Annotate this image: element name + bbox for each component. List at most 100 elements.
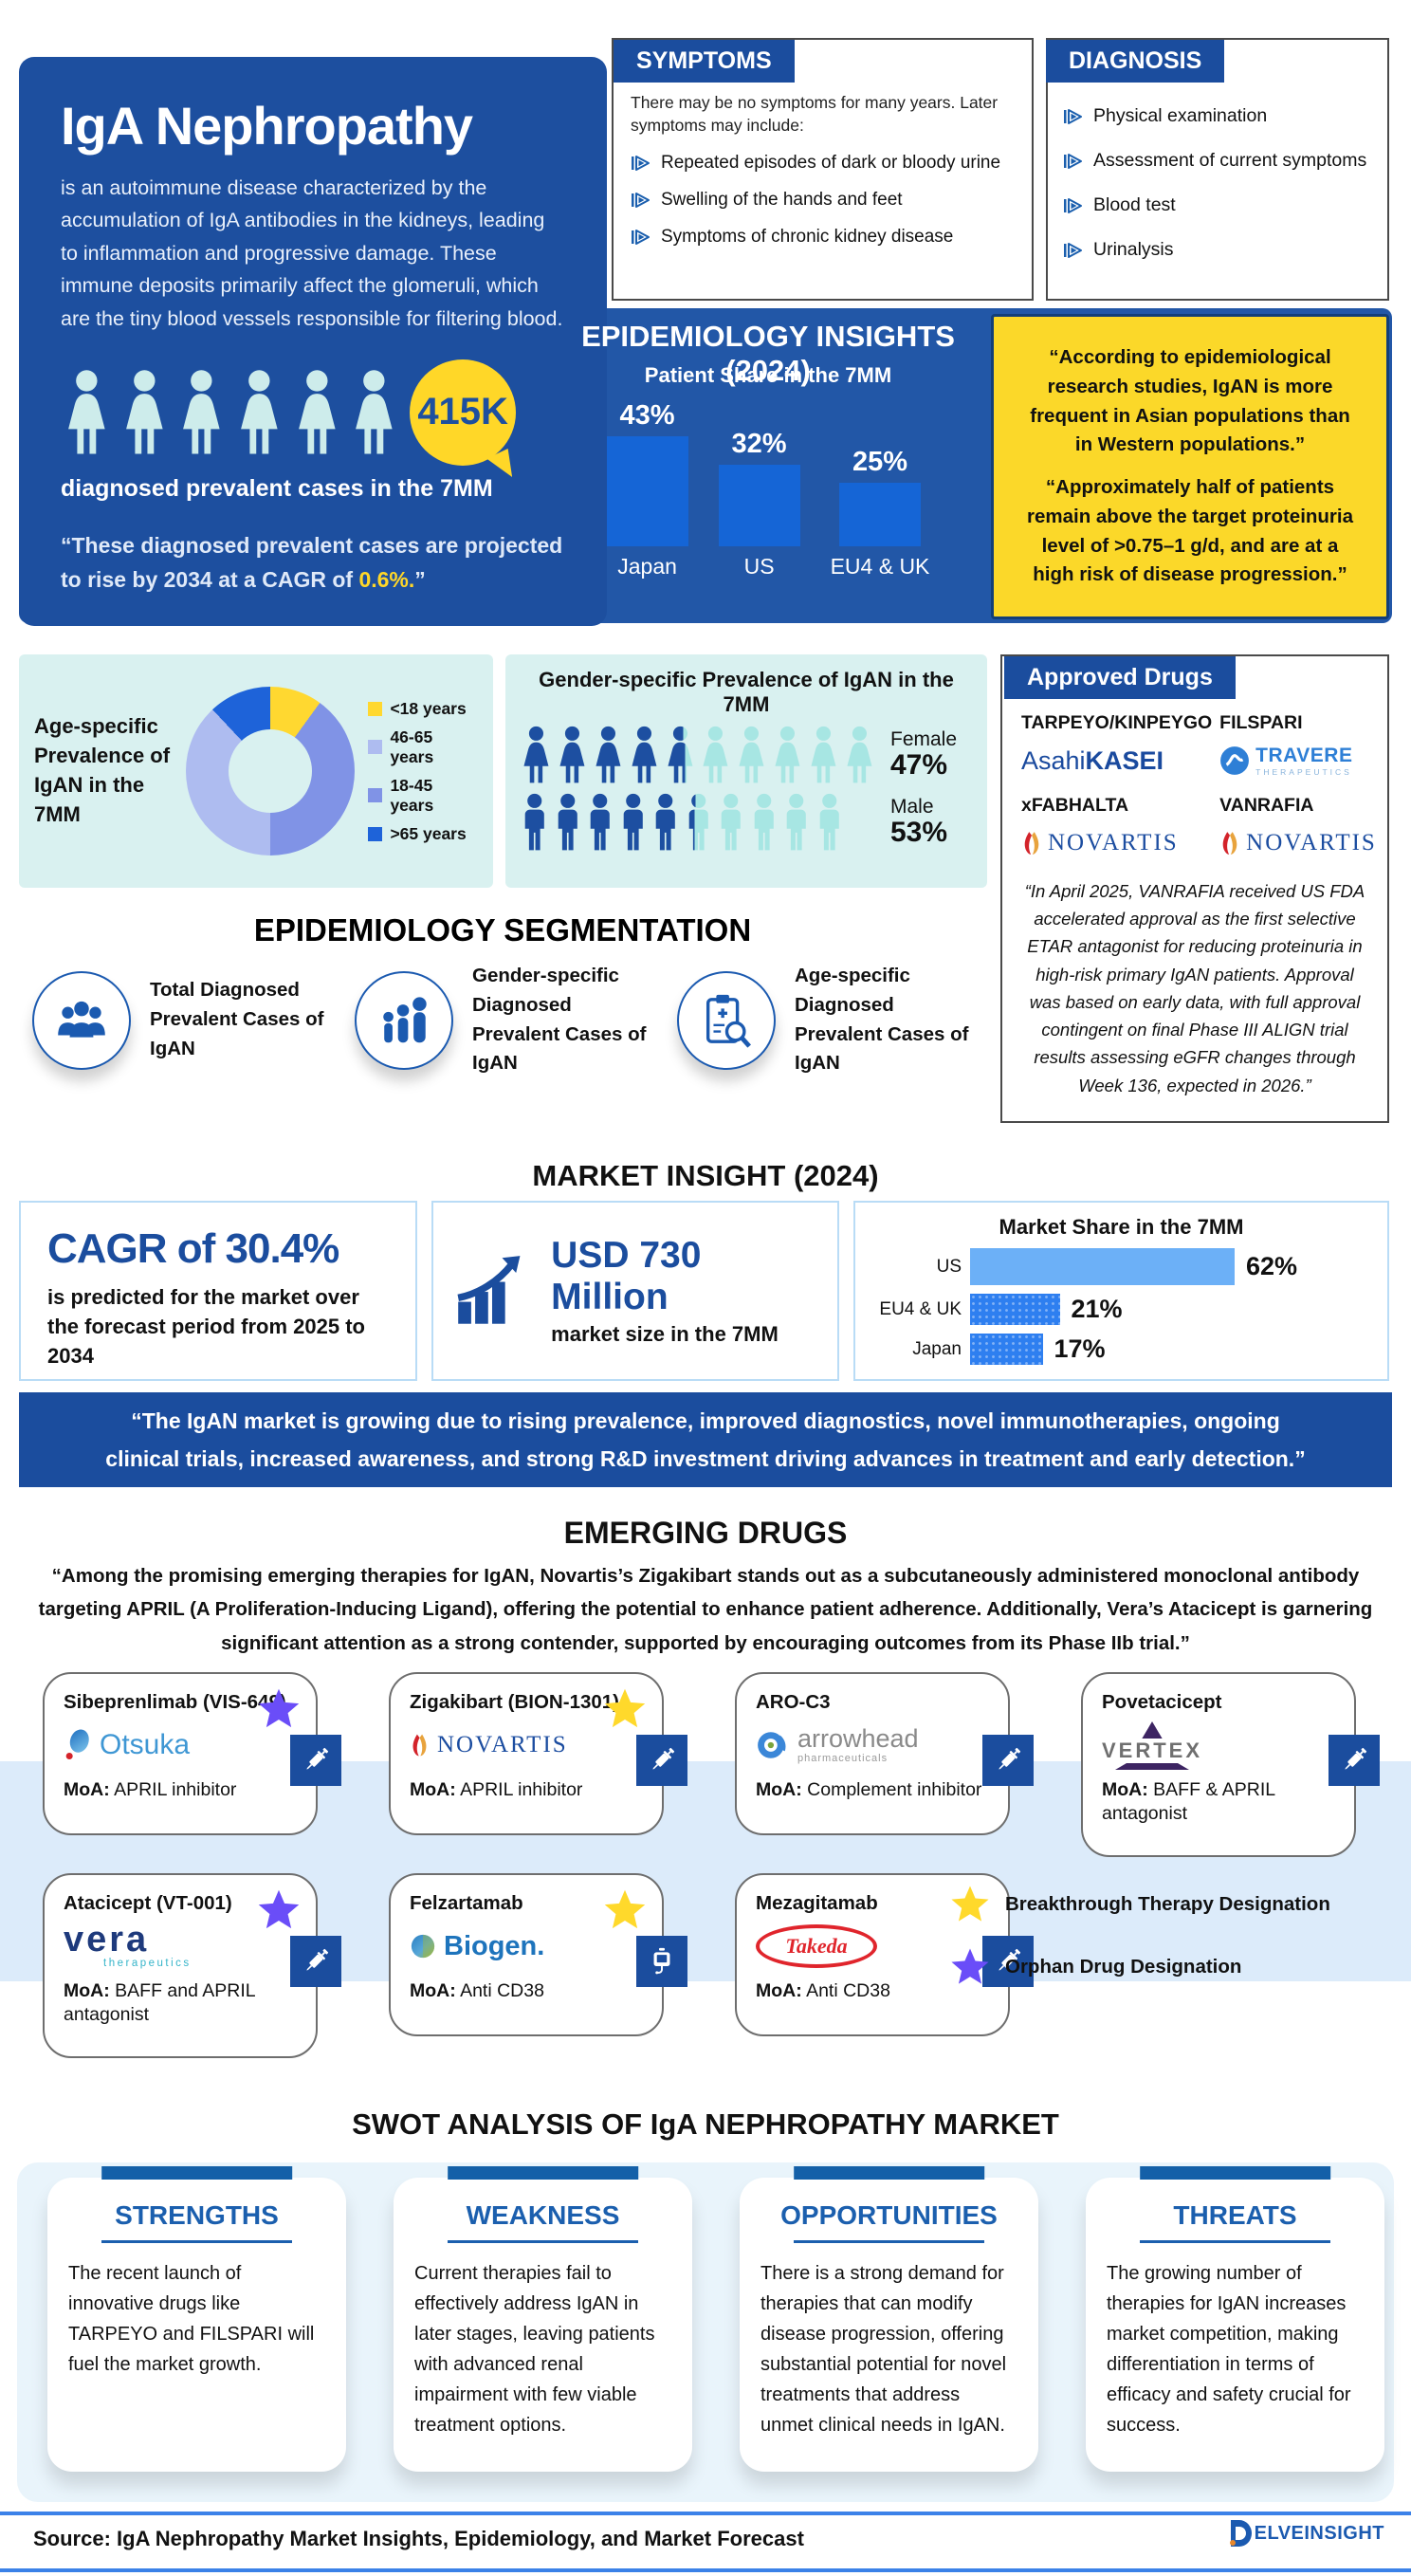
orphan-star-icon xyxy=(951,1948,989,1984)
designation-legend: Breakthrough Therapy Designation Orphan … xyxy=(948,1883,1330,1989)
age-donut-chart xyxy=(186,687,356,856)
vera-logo: vera therapeutics xyxy=(64,1919,192,1969)
novartis-flame-icon xyxy=(1024,832,1039,855)
market-share-row-japan: Japan 17% xyxy=(912,1334,1106,1365)
novartis-flame-icon xyxy=(412,1734,427,1757)
arrowhead-icon xyxy=(758,1732,786,1758)
bar-eu4-uk: 25% EU4 & UK xyxy=(830,446,930,580)
segmentation-title: EPIDEMIOLOGY SEGMENTATION xyxy=(253,912,752,948)
bar-japan: 43% Japan xyxy=(606,394,688,580)
approved-drugs-panel: Approved Drugs TARPEYO/KINPEYGO AsahiKAS… xyxy=(1000,654,1389,1123)
growth-chart-icon xyxy=(457,1256,521,1324)
bar xyxy=(970,1248,1235,1285)
market-size-card: USD 730 Million market size in the 7MM xyxy=(431,1201,839,1381)
callout-bubble: 415K xyxy=(410,359,517,466)
prevalent-cases-value: 415K xyxy=(417,391,508,433)
gender-chart-title: Gender-specific Prevalence of IgAN in th… xyxy=(539,668,954,716)
takeda-logo: Takeda xyxy=(756,1921,989,1972)
swot-strengths-card: STRENGTHS The recent launch of innovativ… xyxy=(47,2178,346,2472)
market-share-row-eu4-uk: EU4 & UK 21% xyxy=(879,1294,1123,1325)
patient-share-chart: Patient Share in the 7MM 43% Japan 32% U… xyxy=(555,363,981,616)
male-icons xyxy=(519,793,890,852)
list-item: Swelling of the hands and feet xyxy=(631,190,1015,211)
approved-drug: VANRAFIA NOVARTIS xyxy=(1219,795,1377,862)
list-item: Urinalysis xyxy=(1063,239,1372,261)
list-item: Blood test xyxy=(1063,194,1372,216)
legend-swatch xyxy=(368,826,383,841)
otsuka-logo: Otsuka xyxy=(64,1720,297,1771)
syringe-icon xyxy=(306,1948,329,1971)
age-legend: <18 years 46-65 years 18-45 years >65 ye… xyxy=(368,699,478,844)
biogen-sphere-icon xyxy=(411,1934,435,1959)
market-share-row-us: US 62% xyxy=(874,1248,1368,1285)
breakthrough-star-icon xyxy=(604,1889,646,1929)
bar xyxy=(606,435,688,546)
gender-prevalence-card: Gender-specific Prevalence of IgAN in th… xyxy=(505,654,987,888)
epidemiology-title: EPIDEMIOLOGY INSIGHTS (2024) xyxy=(581,320,955,387)
bar xyxy=(838,482,921,546)
swot-threats-card: THREATS The growing number of therapies … xyxy=(1086,2178,1384,2472)
delveinsight-d-icon xyxy=(1229,2520,1252,2547)
title-card: IgA Nephropathy is an autoimmune disease… xyxy=(19,57,607,626)
segmentation-item: Age-specific Diagnosed Prevalent Cases o… xyxy=(664,962,986,1078)
market-insight-title: MARKET INSIGHT (2024) xyxy=(532,1159,879,1192)
cagr-highlight: 0.6%. xyxy=(358,566,415,592)
legend-swatch xyxy=(368,740,383,754)
swot-title: SWOT ANALYSIS OF IgA NEPHROPATHY MARKET xyxy=(352,2107,1059,2141)
quote: “According to epidemiological research s… xyxy=(1030,346,1350,456)
female-label: Female xyxy=(890,728,958,751)
syringe-icon xyxy=(999,1747,1021,1770)
disease-description: is an autoimmune disease characterized b… xyxy=(61,176,563,330)
market-size-value: USD 730 Million xyxy=(551,1235,702,1317)
otsuka-icon xyxy=(65,1729,89,1759)
diagnosis-header: DIAGNOSIS xyxy=(1046,40,1225,83)
list-item: Physical examination xyxy=(1063,105,1372,127)
divider xyxy=(0,2512,1411,2515)
syringe-icon xyxy=(306,1747,329,1770)
segmentation-row: Total Diagnosed Prevalent Cases of IgAN … xyxy=(19,962,986,1078)
symptoms-intro: There may be no symptoms for many years.… xyxy=(631,93,999,135)
age-chart-title: Age-specific Prevalence of IgAN in the 7… xyxy=(34,714,171,826)
drug-card-atacicept: Atacicept (VT-001) vera therapeutics MoA:… xyxy=(43,1873,341,2058)
arrow-bullet-icon xyxy=(1064,242,1082,258)
legend-item: Breakthrough Therapy Designation xyxy=(948,1883,1330,1926)
orphan-star-icon xyxy=(258,1688,300,1728)
market-size-label: market size in the 7MM xyxy=(551,1322,779,1346)
biogen-logo: Biogen. xyxy=(410,1921,643,1972)
swot-weakness-card: WEAKNESS Current therapies fail to effec… xyxy=(394,2178,692,2472)
market-growth-banner: “The IgAN market is growing due to risin… xyxy=(19,1392,1392,1487)
legend-item: 46-65 years xyxy=(368,727,478,767)
approved-drug: xFABHALTA NOVARTIS xyxy=(1021,795,1212,862)
segmentation-item: Total Diagnosed Prevalent Cases of IgAN xyxy=(19,962,341,1078)
vertex-triangle-icon xyxy=(1142,1720,1163,1739)
prevalence-pictogram: 415K xyxy=(61,359,565,466)
travere-logo: TRAVERE THERAPEUTICS xyxy=(1219,742,1377,780)
orphan-star-icon xyxy=(258,1889,300,1929)
legend-item: Orphan Drug Designation xyxy=(948,1945,1330,1989)
cagr-value: CAGR of 30.4% xyxy=(47,1225,339,1272)
arrow-bullet-icon xyxy=(632,230,650,246)
male-row: Male 53% xyxy=(519,793,974,852)
arrow-bullet-icon xyxy=(632,193,650,209)
market-share-card: Market Share in the 7MM US 62% EU4 & UK … xyxy=(853,1201,1389,1381)
emerging-drugs-title: EMERGING DRUGS xyxy=(563,1516,848,1550)
arrow-bullet-icon xyxy=(1064,197,1082,213)
legend-swatch xyxy=(368,701,383,716)
approved-drug: FILSPARI TRAVERE THERAPEUTICS xyxy=(1219,712,1377,780)
person-icons xyxy=(61,369,400,456)
male-percentage: 53% xyxy=(890,817,948,849)
drug-card-povetacicept: Povetacicept VERTEX MoA: BAFF & APRIL an… xyxy=(1081,1672,1380,1857)
bar xyxy=(970,1294,1060,1325)
chart-title: Patient Share in the 7MM xyxy=(644,363,892,387)
segmentation-item: Gender-specific Diagnosed Prevalent Case… xyxy=(341,962,664,1078)
people-group-icon xyxy=(58,1001,105,1038)
symptoms-list: Repeated episodes of dark or bloody urin… xyxy=(631,153,1015,248)
novartis-flame-icon xyxy=(1222,832,1237,855)
diagnosis-panel: DIAGNOSIS Physical examination Assessmen… xyxy=(1046,38,1389,301)
divider xyxy=(448,2240,638,2243)
novartis-logo: NOVARTIS xyxy=(410,1720,643,1771)
breakthrough-star-icon xyxy=(951,1886,989,1922)
projection-quote: “These diagnosed prevalent cases are pro… xyxy=(61,532,563,592)
approved-drug-grid: TARPEYO/KINPEYGO AsahiKASEI FILSPARI TRA… xyxy=(1021,712,1375,862)
